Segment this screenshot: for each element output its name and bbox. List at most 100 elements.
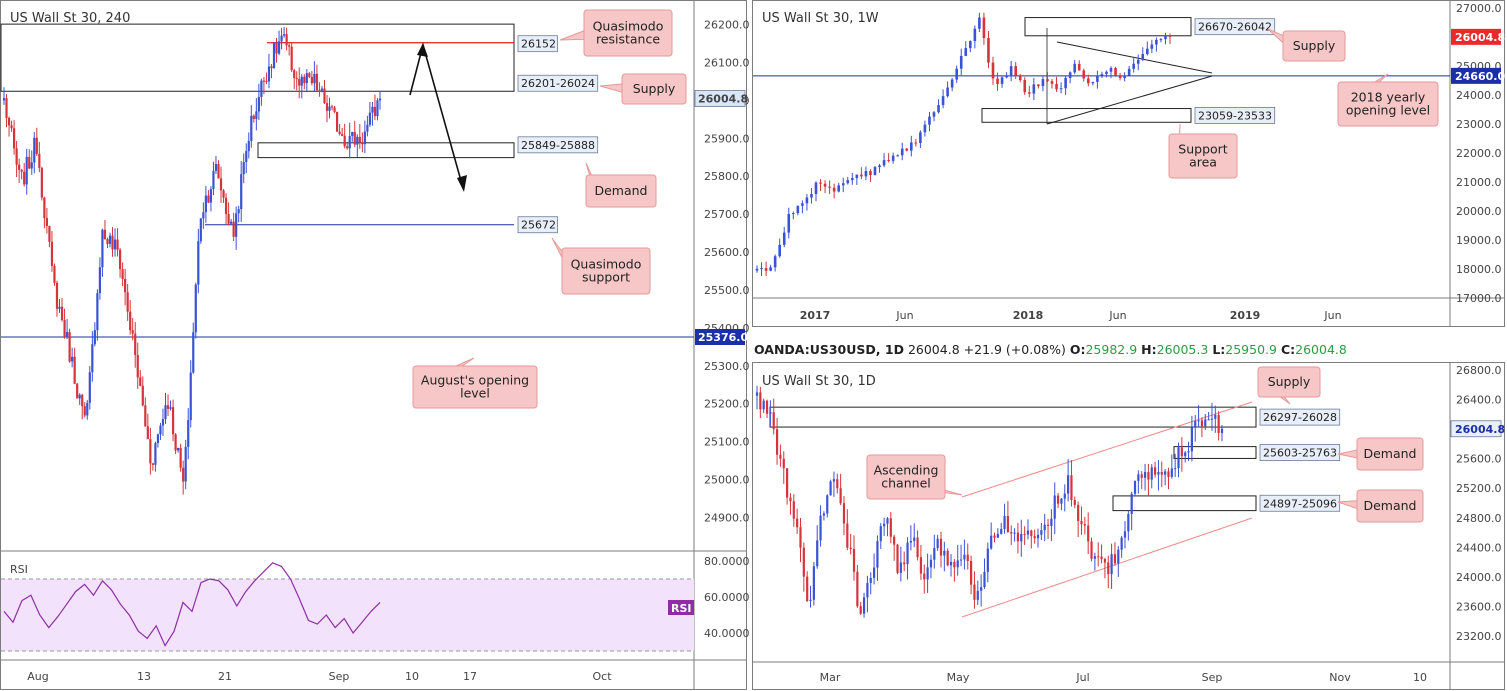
candle-body <box>50 241 54 266</box>
h4-quasimodo-support-label-bg <box>517 216 558 234</box>
candle-body <box>1087 525 1090 542</box>
candle-body <box>250 115 253 141</box>
candle-body <box>111 235 114 250</box>
candle-body <box>166 405 170 409</box>
candle-body <box>245 151 248 163</box>
candle-body <box>338 131 341 135</box>
candle-body <box>18 164 21 170</box>
candle-body <box>330 106 334 108</box>
candle-body <box>1050 518 1053 526</box>
d1-last-price: 26004.8 <box>1455 423 1505 436</box>
candle-body <box>1207 419 1210 421</box>
d1-title: US Wall St 30, 1D <box>762 374 876 389</box>
candle-body <box>356 136 359 145</box>
h4-panel: 26200.026100.026000.025900.025800.025700… <box>0 0 750 690</box>
d1-channel-lower <box>961 517 1253 618</box>
candle-body <box>799 527 802 548</box>
candle-body <box>829 481 832 496</box>
candle-body <box>769 267 772 271</box>
candle-body <box>63 320 66 338</box>
candle-body <box>802 547 805 577</box>
w1-y-tick: 27000.0 <box>1456 2 1502 15</box>
d1-y-tick: 25200.0 <box>1456 482 1502 495</box>
candle-body <box>1018 75 1022 80</box>
candle-body <box>1055 83 1058 90</box>
candle-body <box>184 446 187 482</box>
h4-y-tick: 25700.0 <box>704 208 750 221</box>
candle-body <box>343 135 346 147</box>
candle-body <box>10 125 13 129</box>
candle-body <box>255 111 258 119</box>
candle-body <box>943 550 946 556</box>
candle-body <box>174 434 177 451</box>
w1-support-label-bg <box>1194 107 1276 124</box>
candle-body <box>1023 533 1026 535</box>
candle-body <box>98 267 101 294</box>
candle-body <box>1204 419 1207 427</box>
candle-body <box>796 205 800 214</box>
candle-body <box>1059 88 1063 90</box>
candle-body <box>1123 531 1127 538</box>
d1-x-tick: Nov <box>1329 671 1351 684</box>
candle-body <box>899 562 902 573</box>
callout-box <box>412 365 538 409</box>
candle-body <box>806 576 809 602</box>
w1-x-tick: Jun <box>1323 309 1341 322</box>
candle-body <box>955 68 958 80</box>
h4-demand-label-bg <box>517 136 599 154</box>
candle-body <box>118 249 122 270</box>
callout-text: Ascending <box>874 463 939 478</box>
h4-callout-supply: Supply <box>599 73 687 105</box>
candle-body <box>106 239 109 244</box>
h4-y-tick: 25200.0 <box>704 398 750 411</box>
h4-august-open-tag: 25376.0 <box>698 331 748 344</box>
candle-body <box>23 171 26 185</box>
candle-body <box>855 174 859 179</box>
candle-body <box>33 137 36 163</box>
candle-body <box>91 344 94 373</box>
candle-body <box>769 412 772 414</box>
candle-body <box>841 183 845 186</box>
candle-body <box>1109 67 1113 72</box>
candle-body <box>55 282 59 309</box>
candle-body <box>941 96 945 106</box>
candle-body <box>60 306 64 321</box>
candle-body <box>973 584 976 600</box>
candle-body <box>1068 72 1072 78</box>
candle-body <box>1140 474 1143 478</box>
candle-body <box>209 189 213 203</box>
candle-body <box>134 333 137 356</box>
candle-body <box>293 70 296 79</box>
candle-body <box>828 186 831 188</box>
candle-body <box>1053 495 1056 519</box>
candle-body <box>773 256 777 268</box>
rsi-line <box>3 562 381 647</box>
candle-body <box>1050 81 1054 84</box>
w1-y-tick: 22000.0 <box>1456 147 1502 160</box>
h4-x-tick: Oct <box>592 670 612 683</box>
h4-frame <box>0 0 747 690</box>
candle-body <box>996 533 999 538</box>
candle-body <box>976 590 979 600</box>
candle-body <box>1143 471 1147 478</box>
candle-body <box>267 66 271 82</box>
candle-body <box>862 597 866 614</box>
d1-header-part: L: <box>1212 342 1225 357</box>
candle-body <box>909 541 912 543</box>
callout-box <box>1257 366 1321 398</box>
candle-body <box>789 497 792 502</box>
candle-body <box>1073 500 1076 505</box>
candle-body <box>1197 420 1200 422</box>
candle-body <box>1070 475 1073 501</box>
d1-channel-upper <box>961 401 1253 498</box>
d1-y-tick: 26800.0 <box>1456 364 1502 377</box>
candle-body <box>929 559 933 568</box>
candle-body <box>179 447 182 468</box>
candle-body <box>876 541 879 568</box>
d1-candles <box>755 385 1224 618</box>
h4-x-tick: 17 <box>463 670 477 683</box>
candle-body <box>928 116 931 125</box>
candle-body <box>889 518 892 537</box>
d1-header-part: +21.9 (+0.08%) <box>964 342 1066 357</box>
candle-body <box>887 160 890 162</box>
